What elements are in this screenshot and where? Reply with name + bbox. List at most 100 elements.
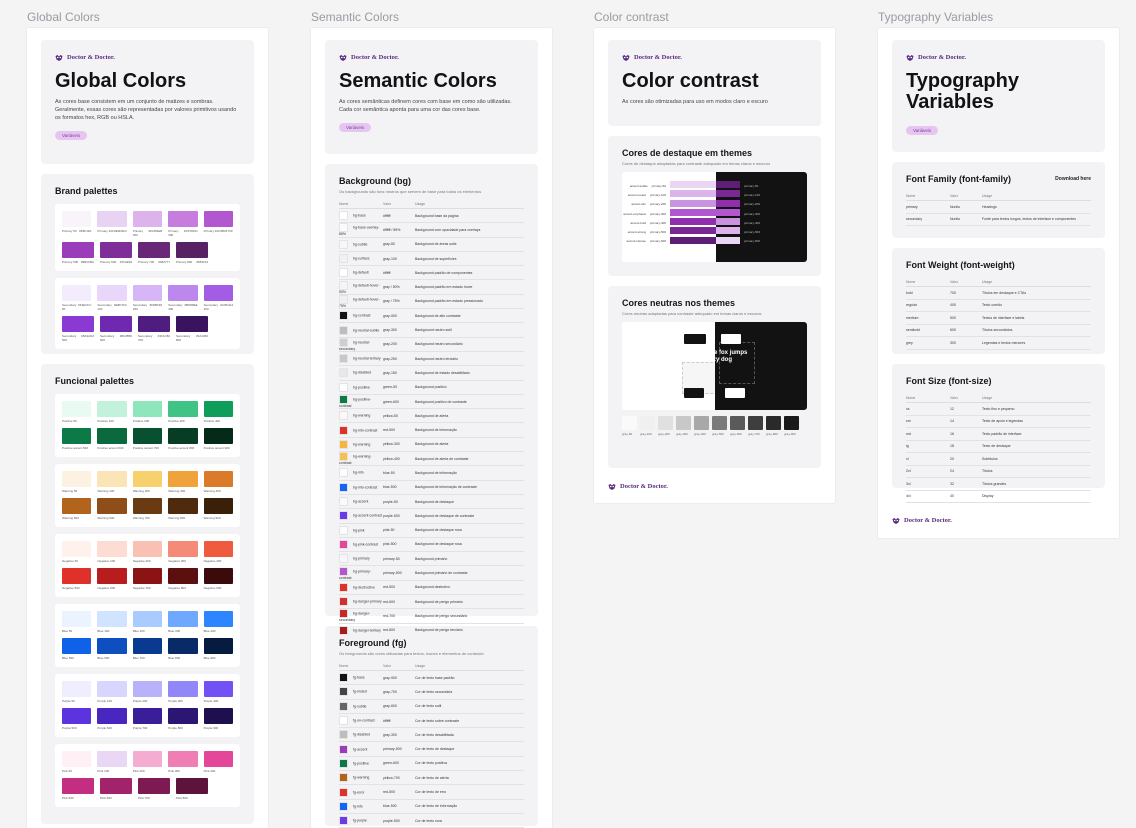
global-colors-frame[interactable]: Doctor & Doctor. Global Colors As cores … xyxy=(27,28,268,828)
table-row[interactable]: 2xl 24 Títulos xyxy=(906,465,1091,478)
color-swatch[interactable]: Negative 800 xyxy=(168,568,198,590)
neutral-swatch[interactable]: gray-300 xyxy=(676,416,691,436)
color-swatch[interactable]: Primary 600 #7F2E99 xyxy=(100,242,132,264)
color-swatch[interactable]: Secondary 200 #D6B6F6 xyxy=(132,285,163,311)
color-swatch[interactable]: Purple 300 xyxy=(168,681,198,703)
table-row[interactable]: bg-info-contrast blue-500 Background de in… xyxy=(339,480,524,495)
color-swatch[interactable]: Purple 700 xyxy=(132,708,163,730)
color-swatch[interactable]: Blue 100 xyxy=(97,611,127,633)
color-swatch[interactable]: Warning 300 xyxy=(168,471,198,493)
table-row[interactable]: fg-warning yellow-700 Cor de texto de aler… xyxy=(339,770,524,786)
color-swatch[interactable]: Pink 50 xyxy=(62,751,92,773)
table-row[interactable]: bg-contrast gray-900 Background de alto co… xyxy=(339,308,524,324)
table-row[interactable]: bold 700 Títulos em destaque e CTAs xyxy=(906,286,1091,300)
table-row[interactable]: xl 20 Subtítulos xyxy=(906,452,1091,466)
table-row[interactable]: bg-destructive red-500 Background destruti… xyxy=(339,580,524,596)
color-swatch[interactable]: Warning 400 xyxy=(203,471,234,493)
table-row[interactable]: bg-neutral-subtle gray-300 Background neut… xyxy=(339,322,524,338)
typography-frame[interactable]: Doctor & Doctor. Typography Variables Va… xyxy=(878,28,1119,538)
color-swatch[interactable]: Warning 600 xyxy=(97,498,127,520)
table-row[interactable]: grey 300 Legendas e textos menores xyxy=(906,336,1091,350)
color-swatch[interactable]: Purple 50 xyxy=(62,681,92,703)
color-swatch[interactable]: Positive 100 xyxy=(97,401,127,423)
color-swatch[interactable]: Positive accent 800 xyxy=(168,428,198,450)
neutral-swatch[interactable]: gray-400 xyxy=(694,416,709,436)
color-swatch[interactable]: Blue 50 xyxy=(62,611,92,633)
color-swatch[interactable]: Blue 500 xyxy=(62,638,92,660)
color-swatch[interactable]: Negative 600 xyxy=(97,568,127,590)
table-row[interactable]: primary Nunito Headings xyxy=(906,200,1091,214)
table-row[interactable]: fg-disabled gray-300 Cor de texto desabili… xyxy=(339,727,524,743)
color-contrast-frame[interactable]: Doctor & Doctor. Color contrast As cores… xyxy=(594,28,835,503)
semantic-colors-frame[interactable]: Doctor & Doctor. Semantic Colors As core… xyxy=(311,28,552,828)
color-swatch[interactable]: Secondary 600 #6F28B0 xyxy=(100,316,132,342)
table-row[interactable]: medium 500 Textos de interface e labels xyxy=(906,311,1091,325)
table-row[interactable]: bg-pink pink-50 Background de destaque ros… xyxy=(339,523,524,538)
table-row[interactable]: bg-info blue-50 Background de informação xyxy=(339,465,524,481)
color-swatch[interactable]: Purple 900 xyxy=(203,708,234,730)
color-swatch[interactable]: Pink 100 xyxy=(97,751,127,773)
table-row[interactable]: fg-muted gray-700 Cor de texto secundária xyxy=(339,684,524,700)
color-swatch[interactable]: Positive accent 900 xyxy=(203,428,234,450)
table-row[interactable]: bg-positive-contrast green-600 Background … xyxy=(339,394,524,410)
color-swatch[interactable]: Positive 400 xyxy=(203,401,234,423)
color-swatch[interactable]: Secondary 700 #4F1C80 xyxy=(138,316,170,342)
color-swatch[interactable]: Primary 50 #F8F4FA xyxy=(62,211,92,237)
color-swatch[interactable]: Primary 800 #582163 xyxy=(176,242,208,264)
color-swatch[interactable]: Blue 200 xyxy=(132,611,163,633)
color-swatch[interactable]: Purple 800 xyxy=(168,708,198,730)
color-swatch[interactable]: Positive accent 500 xyxy=(62,428,92,450)
color-swatch[interactable]: Pink 600 xyxy=(100,778,132,800)
color-swatch[interactable]: Negative 200 xyxy=(132,541,163,563)
table-row[interactable]: bg-danger-primary red-600 Background de pe… xyxy=(339,594,524,610)
color-swatch[interactable]: Secondary 500 #8A3AD2 xyxy=(62,316,94,342)
color-swatch[interactable]: Blue 700 xyxy=(132,638,163,660)
neutral-swatch[interactable]: gray-600 xyxy=(730,416,745,436)
color-swatch[interactable]: Negative 50 xyxy=(62,541,92,563)
color-swatch[interactable]: Warning 900 xyxy=(203,498,234,520)
variables-tag[interactable]: Variáveis xyxy=(55,131,88,140)
color-swatch[interactable]: Warning 700 xyxy=(132,498,163,520)
table-row[interactable]: bg-default #ffffff Background padrão de co… xyxy=(339,265,524,281)
color-swatch[interactable]: Negative 100 xyxy=(97,541,127,563)
color-swatch[interactable]: Blue 900 xyxy=(203,638,234,660)
color-swatch[interactable]: Primary 100 #E9D3F2 xyxy=(97,211,127,237)
table-row[interactable]: bg-pink-contrast pink-500 Background de de… xyxy=(339,537,524,553)
color-swatch[interactable]: Secondary 300 #BD88EE xyxy=(168,285,198,311)
color-swatch[interactable]: Purple 200 xyxy=(132,681,163,703)
color-swatch[interactable]: Purple 400 xyxy=(203,681,234,703)
color-swatch[interactable]: Positive 50 xyxy=(62,401,92,423)
color-swatch[interactable]: Primary 400 #B257CF xyxy=(203,211,234,237)
color-swatch[interactable]: Pink 400 xyxy=(203,751,234,773)
table-row[interactable]: bg-info-contrast red-500 Background de inf… xyxy=(339,422,524,438)
table-row[interactable]: bg-accent-contrast purple-500 Background d… xyxy=(339,508,524,524)
table-row[interactable]: bg-warning yellow-300 Background de alerta xyxy=(339,437,524,453)
neutral-swatch[interactable]: gray-800 xyxy=(766,416,781,436)
table-row[interactable]: fg-subtle gray-600 Cor de texto sutil xyxy=(339,699,524,714)
color-swatch[interactable]: Pink 300 xyxy=(168,751,198,773)
table-row[interactable]: fg-on-contrast #ffffff Cor de texto sobre … xyxy=(339,713,524,729)
neutral-swatch[interactable]: gray-900 xyxy=(784,416,799,436)
table-row[interactable]: bg-danger-secondary red-700 Background de … xyxy=(339,608,524,624)
color-swatch[interactable]: Pink 500 xyxy=(62,778,94,800)
color-swatch[interactable]: Warning 50 xyxy=(62,471,92,493)
table-row[interactable]: bg-warning-contrast yellow-400 Background … xyxy=(339,451,524,467)
neutral-swatch[interactable]: gray-200 xyxy=(658,416,673,436)
table-row[interactable]: md 16 Texto padrão de interface xyxy=(906,427,1091,441)
table-row[interactable]: sm 14 Texto de apoio e legendas xyxy=(906,415,1091,428)
table-row[interactable]: bg-base #ffffff Background base da página xyxy=(339,208,524,224)
table-row[interactable]: bg-surface gray-100 Background de superfíc… xyxy=(339,251,524,267)
table-row[interactable]: bg-accent purple-50 Background de destaque xyxy=(339,494,524,510)
table-row[interactable]: bg-primary-contrast primary-500 Background… xyxy=(339,565,524,581)
table-row[interactable]: bg-disabled gray-150 Background de estado … xyxy=(339,365,524,381)
color-swatch[interactable]: Blue 600 xyxy=(97,638,127,660)
color-swatch[interactable]: Purple 600 xyxy=(97,708,127,730)
table-row[interactable]: bg-neutral-tertiary gray-250 Background ne… xyxy=(339,351,524,367)
table-row[interactable]: bg-primary primary-50 Background primário xyxy=(339,551,524,567)
color-swatch[interactable]: Primary 500 #9B3CBA xyxy=(62,242,94,264)
color-swatch[interactable]: Blue 800 xyxy=(168,638,198,660)
color-swatch[interactable]: Blue 400 xyxy=(203,611,234,633)
neutral-swatch[interactable]: gray-100 xyxy=(640,416,655,436)
color-swatch[interactable]: Negative 500 xyxy=(62,568,92,590)
neutral-swatch[interactable]: gray-50 xyxy=(622,416,637,436)
